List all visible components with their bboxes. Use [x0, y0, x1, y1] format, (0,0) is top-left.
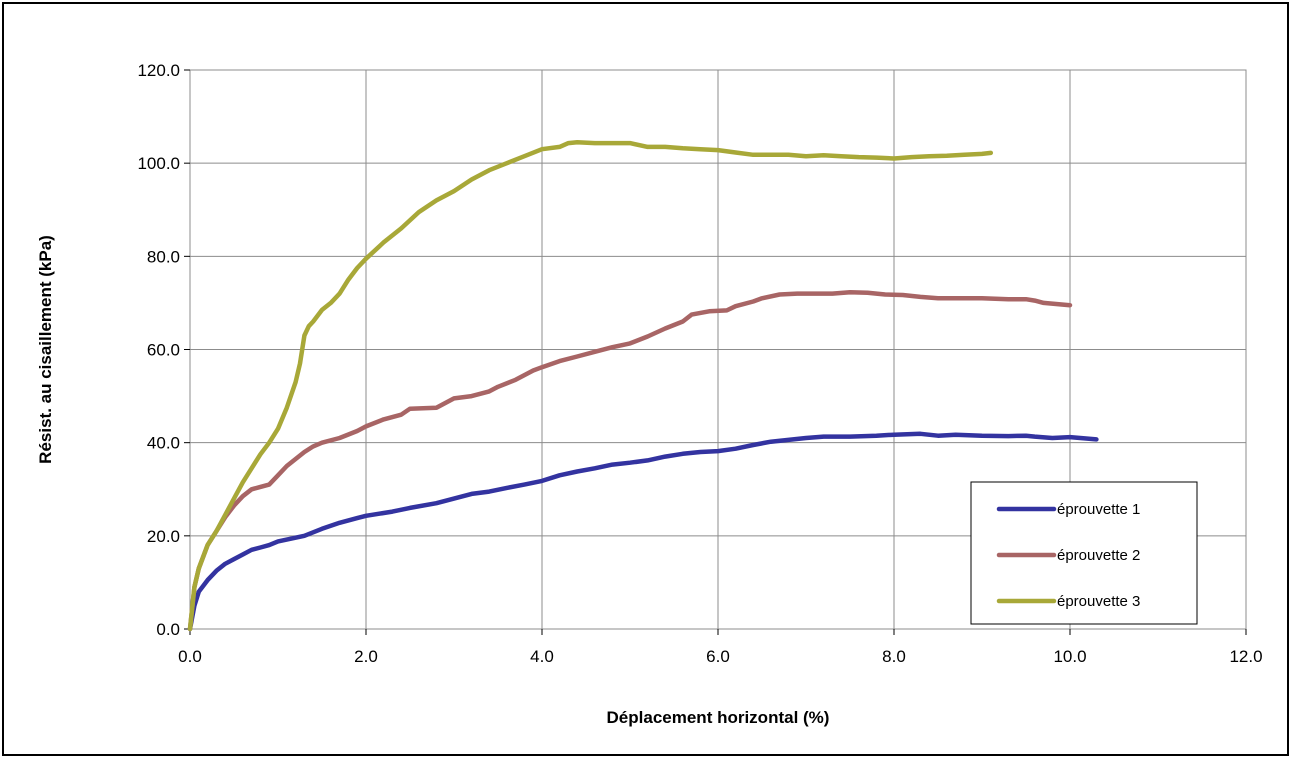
- series-line-3: [187, 139, 994, 632]
- chart-svg: 0.0 2.0 4.0 6.0 8.0 10.0 12.0 0.0 20.0 40.0 60.0 80…: [36, 61, 1263, 727]
- x-axis-title: Déplacement horizontal (%): [607, 708, 830, 727]
- x-tick-label: 0.0: [178, 647, 202, 666]
- y-tick-label: 120.0: [137, 61, 180, 80]
- y-tick-label: 40.0: [147, 434, 180, 453]
- x-tick-label: 12.0: [1229, 647, 1262, 666]
- x-tick-label: 10.0: [1053, 647, 1086, 666]
- y-tick-label: 60.0: [147, 341, 180, 360]
- y-tick-label: 20.0: [147, 527, 180, 546]
- gridlines: [190, 70, 1246, 629]
- legend: éprouvette 1 éprouvette 2 éprouvette 3: [970, 481, 1198, 625]
- y-tick-label: 80.0: [147, 247, 180, 266]
- x-tick-label: 2.0: [354, 647, 378, 666]
- y-tick-label: 100.0: [137, 154, 180, 173]
- legend-label: éprouvette 3: [1057, 593, 1140, 610]
- series-line-1: [187, 431, 1099, 632]
- x-tick-label: 8.0: [882, 647, 906, 666]
- y-tick-label: 0.0: [156, 620, 180, 639]
- axis-tick-labels: 0.0 2.0 4.0 6.0 8.0 10.0 12.0 0.0 20.0 40.0 60.0 80…: [137, 61, 1262, 666]
- legend-label: éprouvette 2: [1057, 547, 1140, 564]
- x-tick-label: 6.0: [706, 647, 730, 666]
- x-tick-label: 4.0: [530, 647, 554, 666]
- series-lines: [187, 139, 1099, 632]
- legend-label: éprouvette 1: [1057, 501, 1140, 518]
- series-line-2: [187, 289, 1073, 632]
- legend-items: éprouvette 1 éprouvette 2 éprouvette 3: [996, 501, 1140, 610]
- y-axis-title: Résist. au cisaillement (kPa): [36, 235, 55, 464]
